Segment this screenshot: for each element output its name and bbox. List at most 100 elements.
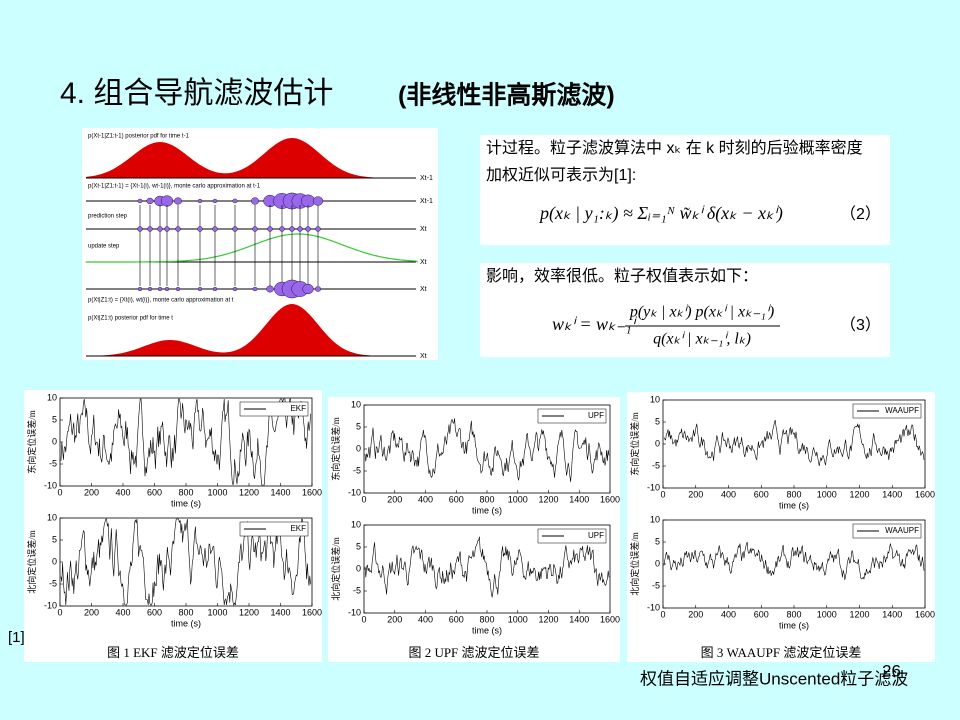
particle	[137, 198, 143, 204]
y-tick-label: 0	[356, 563, 361, 573]
x-tick-label: 1000	[508, 494, 528, 504]
error-trace	[663, 541, 925, 580]
legend-box	[239, 521, 309, 537]
error-trace	[364, 418, 610, 482]
title: 4. 组合导航滤波估计	[60, 77, 333, 110]
y-axis-label: 北向定位误差/m	[26, 530, 37, 594]
x-tick-label: 1000	[207, 487, 227, 497]
particle	[212, 226, 218, 232]
equation-number: （2）	[840, 205, 881, 223]
x-tick-label: 400	[721, 609, 736, 619]
x-tick-label: 1200	[849, 609, 869, 619]
y-tick-label: -5	[652, 580, 660, 590]
y-tick-label: 5	[356, 421, 361, 431]
text-box	[480, 135, 890, 245]
particle	[175, 287, 181, 292]
y-tick-label: 10	[47, 392, 57, 402]
x-tick-label: 0	[660, 489, 665, 499]
particle	[302, 283, 314, 295]
particle	[197, 198, 203, 204]
x-tick-label: 1600	[302, 487, 322, 497]
particle	[252, 226, 258, 232]
x-tick-label: 200	[688, 609, 703, 619]
x-tick-label: 800	[479, 614, 494, 624]
x-tick-label: 400	[115, 487, 130, 497]
y-axis-label: 东向定位误差/m	[26, 410, 37, 474]
formula-denominator: q(xₖⁱ | xₖ₋₁ⁱ, lₖ)	[653, 331, 751, 348]
legend-box	[852, 403, 922, 419]
x-tick-label: 1600	[915, 609, 935, 619]
diagram-label: p(Xt|Z1:t) posterior pdf for time t	[88, 316, 173, 322]
legend-label: WAAUPF	[885, 526, 919, 535]
x-tick-label: 1000	[207, 607, 227, 617]
x-tick-label: 1600	[915, 489, 935, 499]
pdf-curve	[86, 138, 418, 178]
x-tick-label: 1400	[569, 494, 589, 504]
pdf-curve	[86, 304, 418, 356]
x-axis-label: time (s)	[171, 498, 201, 508]
particle	[197, 287, 203, 292]
x-tick-label: 800	[786, 609, 801, 619]
particle	[312, 196, 324, 206]
particle	[279, 226, 285, 232]
figure-caption: 图 1 EKF 滤波定位误差	[107, 645, 239, 660]
legend-box	[852, 523, 922, 539]
x-tick-label: 600	[449, 614, 464, 624]
particle	[314, 286, 322, 292]
particle	[267, 226, 273, 232]
diagram-label: update step	[88, 244, 120, 250]
x-tick-label: 1000	[508, 614, 528, 624]
likelihood-curve	[85, 233, 419, 263]
x-axis-label: time (s)	[779, 500, 809, 510]
y-tick-label: -5	[353, 465, 361, 475]
error-trace	[364, 536, 610, 598]
x-tick-label: 1400	[270, 487, 290, 497]
y-tick-label: -10	[647, 602, 660, 612]
x-tick-label: 1200	[239, 487, 259, 497]
diagram-label: prediction step	[88, 214, 128, 220]
x-tick-label: 1600	[600, 614, 620, 624]
legend-label: UPF	[588, 411, 604, 420]
y-tick-label: -5	[353, 585, 361, 595]
x-axis-label: time (s)	[472, 505, 502, 515]
x-tick-label: 1000	[817, 489, 837, 499]
axis-label: Xt-1	[420, 175, 433, 182]
axis-label: Xt	[420, 286, 427, 293]
x-tick-label: 0	[57, 487, 62, 497]
x-tick-label: 0	[660, 609, 665, 619]
y-tick-label: -5	[652, 460, 660, 470]
particle	[232, 226, 238, 232]
particle	[137, 287, 143, 292]
x-tick-label: 800	[786, 489, 801, 499]
x-tick-label: 1600	[600, 494, 620, 504]
particle	[146, 197, 154, 205]
note: 权值自适应调整Unscented粒子滤波	[640, 669, 908, 688]
x-tick-label: 1000	[817, 609, 837, 619]
formula: p(xₖ | y₁:ₖ) ≈ Σᵢ₌₁ᴺ w̃ₖⁱ δ(xₖ − xₖⁱ)	[538, 203, 783, 224]
y-tick-label: 10	[650, 514, 660, 524]
x-tick-label: 800	[479, 494, 494, 504]
x-axis-label: time (s)	[779, 620, 809, 630]
y-axis-label: 北向定位误差/m	[330, 537, 341, 601]
y-tick-label: -5	[49, 578, 57, 588]
y-tick-label: 10	[351, 519, 361, 529]
figure-caption: 图 2 UPF 滤波定位误差	[408, 645, 539, 660]
formula-numerator: p(yₖ | xₖⁱ) p(xₖⁱ | xₖ₋₁ⁱ)	[629, 304, 774, 321]
x-tick-label: 1400	[882, 489, 902, 499]
particle	[174, 197, 182, 205]
diagram-label: p(Xt-1|Z1:t-1) = {Xt-1(i), wt-1(i)}, mon…	[88, 184, 261, 190]
y-tick-label: -10	[44, 480, 57, 490]
axis-label: Xt	[420, 353, 427, 360]
x-tick-label: 1200	[538, 494, 558, 504]
legend-box	[537, 408, 607, 424]
diagram-label: p(Xt-1|Z1:t-1) posterior pdf for time t-…	[88, 134, 190, 140]
particle	[197, 226, 203, 232]
particle	[137, 226, 143, 232]
particle	[212, 198, 218, 204]
x-tick-label: 400	[721, 489, 736, 499]
particle	[251, 197, 259, 205]
box-line: 影响，效率很低。粒子权值表示如下：	[486, 267, 758, 285]
particle	[315, 226, 321, 232]
error-trace	[663, 419, 925, 467]
